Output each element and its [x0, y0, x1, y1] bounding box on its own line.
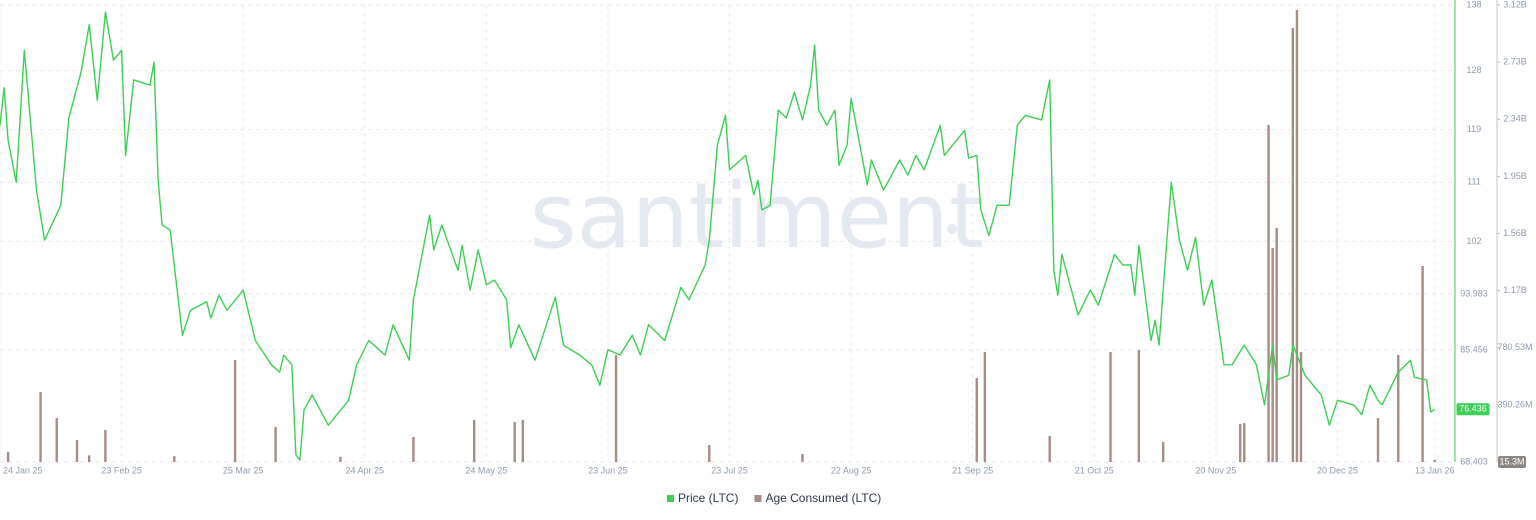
bar	[1137, 350, 1141, 462]
x-tick-label: 23 Jul 25	[711, 465, 748, 475]
bar	[975, 377, 978, 462]
x-tick-label: 23 Feb 25	[101, 465, 142, 475]
bar	[1299, 352, 1303, 462]
y2-tick-label: 1.95B	[1503, 171, 1527, 181]
bar	[1433, 459, 1436, 462]
x-tick-label: 24 Apr 25	[345, 465, 384, 475]
bar	[87, 455, 91, 462]
bar	[233, 359, 237, 462]
bar	[1291, 27, 1295, 463]
bar	[1275, 227, 1278, 462]
bar	[1238, 423, 1242, 462]
y2-tick-label: 390.26M	[1497, 399, 1532, 409]
legend-label: Age Consumed (LTC)	[765, 491, 881, 505]
x-tick-label: 24 Jan 25	[3, 465, 43, 475]
x-tick-label: 24 May 25	[465, 465, 507, 475]
y2-tick-label: 2.73B	[1503, 57, 1527, 67]
bar	[6, 452, 10, 462]
x-tick-label: 13 Jan 26	[1415, 465, 1455, 475]
legend-marker	[667, 495, 674, 502]
bar	[104, 429, 107, 462]
bar	[801, 453, 804, 462]
bar	[614, 354, 618, 462]
bar	[521, 419, 525, 462]
x-tick-label: 22 Aug 25	[831, 465, 872, 475]
bar	[1161, 441, 1165, 462]
y-tick-label: 138	[1466, 0, 1481, 9]
bar	[39, 392, 42, 462]
legend-label: Price (LTC)	[678, 491, 738, 505]
current-value-box	[1498, 456, 1526, 468]
y2-tick-label: 3.12B	[1503, 0, 1527, 9]
bar	[1376, 418, 1380, 462]
y-tick-label: 102	[1466, 236, 1481, 246]
bar	[472, 419, 476, 462]
price-line	[0, 11, 1436, 461]
bar	[983, 352, 987, 462]
current-value-box	[1456, 403, 1490, 416]
x-tick-label: 25 Mar 25	[223, 465, 264, 475]
x-tick-label: 20 Nov 25	[1195, 465, 1236, 475]
bar	[339, 456, 342, 462]
bar	[1295, 9, 1299, 462]
watermark-dot	[558, 224, 568, 234]
bar	[708, 445, 711, 462]
y-tick-label: 68.403	[1460, 456, 1488, 466]
bar	[55, 418, 58, 462]
y2-tick-label: 1.17B	[1503, 285, 1527, 295]
x-tick-label: 20 Dec 25	[1317, 465, 1358, 475]
bar	[412, 436, 415, 462]
y2-tick-label: 1.56B	[1503, 228, 1527, 238]
y-tick-label: 111	[1467, 177, 1481, 187]
y-tick-label: 128	[1466, 65, 1481, 75]
watermark: santiment	[530, 164, 985, 269]
y-tick-label: 93.983	[1460, 288, 1488, 298]
bar	[75, 440, 79, 462]
bar	[1267, 125, 1270, 462]
x-tick-label: 21 Oct 25	[1075, 465, 1114, 475]
y2-tick-label: 2.34B	[1503, 114, 1527, 124]
bar	[1243, 423, 1246, 462]
x-tick-label: 21 Sep 25	[952, 465, 993, 475]
watermark-dot	[947, 224, 957, 234]
bar	[1048, 435, 1051, 462]
bar	[1271, 247, 1274, 462]
bar	[1397, 354, 1400, 462]
y-tick-label: 85.456	[1460, 344, 1488, 354]
current-value-label: 15.3M	[1499, 456, 1524, 466]
bar	[513, 422, 516, 462]
bar	[1421, 266, 1424, 462]
y2-tick-label: 780.53M	[1497, 342, 1532, 352]
current-value-label: 76.436	[1459, 404, 1487, 414]
bar	[173, 456, 176, 462]
bar	[1109, 352, 1112, 462]
legend-marker	[754, 495, 762, 502]
bar	[274, 427, 277, 462]
x-tick-label: 23 Jun 25	[588, 465, 628, 475]
y-tick-label: 119	[1467, 124, 1481, 134]
